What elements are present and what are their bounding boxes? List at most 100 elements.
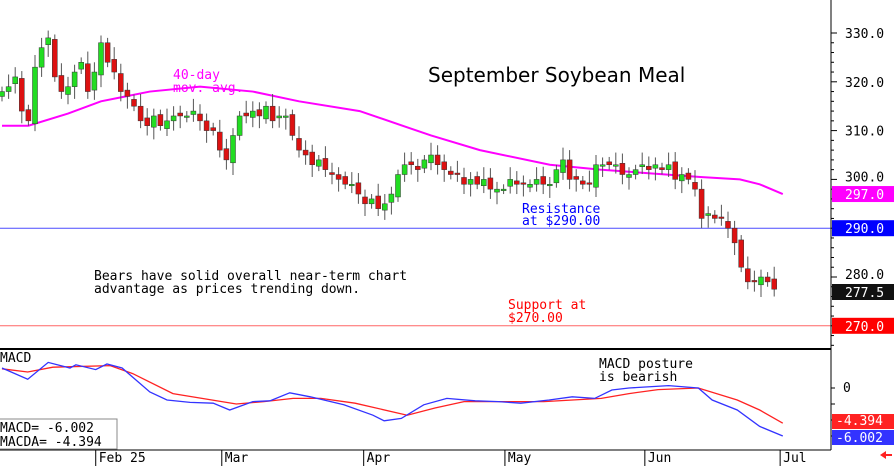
candle-body	[256, 109, 263, 117]
candle-body	[467, 179, 474, 185]
x-tick-label: Mar	[225, 451, 249, 466]
candle-body	[217, 131, 223, 151]
resistance-label-line2: at $290.00	[522, 214, 600, 229]
candle-body	[243, 112, 249, 117]
candle-body	[230, 135, 236, 164]
candle-body	[626, 174, 632, 178]
candle-body	[514, 180, 520, 185]
candle-body	[692, 182, 698, 190]
candle-body	[712, 214, 718, 219]
candle-body	[599, 164, 606, 167]
price-tag: 270.0	[845, 320, 884, 335]
candle-body	[619, 163, 626, 175]
candle-body	[45, 37, 51, 45]
candle-body	[461, 177, 467, 185]
candle-body	[441, 161, 447, 170]
candle-body	[65, 86, 71, 95]
macd-note-line1: MACD posture	[599, 357, 693, 372]
candle-body	[250, 110, 256, 118]
candle-body	[137, 105, 144, 122]
candle-body	[355, 182, 362, 195]
candle-body	[296, 138, 302, 151]
candle-body	[144, 117, 150, 126]
macda-readout: MACDA= -4.394	[0, 435, 102, 450]
commentary-line1: Bears have solid overall near-term chart	[94, 269, 407, 284]
ma-label-line2: mov. avg.	[173, 81, 243, 96]
candle-body	[395, 174, 401, 198]
candle-body	[520, 182, 527, 185]
ma-label-line1: 40-day	[173, 68, 220, 83]
candle-body	[507, 179, 513, 187]
candle-body	[52, 39, 58, 78]
candle-body	[362, 196, 368, 205]
candle-body	[560, 159, 566, 173]
y-tick-label: 310.0	[845, 125, 884, 140]
candle-body	[85, 63, 91, 92]
candle-body	[335, 174, 342, 180]
candle-body	[210, 127, 216, 131]
candle-body	[283, 115, 289, 118]
chart-title: September Soybean Meal	[428, 63, 685, 87]
candle-body	[375, 195, 381, 209]
price-tag-bg	[832, 317, 894, 334]
macd-readout-box	[0, 418, 118, 450]
candle-body	[632, 169, 639, 175]
macda-tag: -4.394	[836, 414, 883, 429]
candle-body	[38, 47, 45, 68]
candle-body	[349, 184, 355, 187]
candle-body	[316, 159, 322, 167]
candle-body	[236, 115, 243, 136]
support-label-line1: Support at	[508, 298, 586, 313]
macd-zero-label: 0	[843, 381, 851, 396]
scroll-left-arrow-icon[interactable]	[880, 451, 892, 459]
candle-body	[177, 112, 183, 117]
y-tick-label: 330.0	[845, 27, 884, 42]
candle-body	[566, 159, 573, 180]
candle-body	[98, 42, 104, 76]
macda-tag-bg	[832, 414, 894, 429]
candle-body	[329, 172, 335, 175]
y-tick-label: 300.0	[845, 170, 884, 185]
price-tag: 297.0	[845, 188, 884, 203]
candle-body	[78, 62, 84, 70]
resistance-label-line1: Resistance	[522, 202, 600, 217]
candle-body	[679, 174, 685, 182]
candle-body	[170, 115, 177, 122]
x-tick-label: Feb 25	[99, 451, 146, 466]
candle-body	[533, 179, 540, 185]
price-tag-bg	[832, 284, 894, 300]
candle-body	[421, 159, 428, 169]
candle-body	[639, 164, 645, 167]
price-tag: 277.5	[845, 286, 884, 301]
candle-body	[32, 66, 38, 125]
candle-body	[593, 164, 599, 188]
candle-body	[646, 165, 652, 170]
candle-body	[382, 203, 388, 211]
candle-body	[474, 176, 480, 185]
x-tick-label: Jun	[648, 451, 671, 466]
candle-body	[309, 151, 315, 166]
candle-body	[5, 86, 12, 92]
macd-title: MACD	[0, 351, 31, 366]
candle-body	[12, 76, 18, 85]
candle-body	[665, 164, 672, 170]
candle-body	[751, 280, 758, 283]
candle-body	[131, 99, 137, 107]
candle-body	[481, 179, 487, 186]
candle-body	[25, 109, 32, 122]
candle-body	[302, 149, 309, 156]
candle-body	[91, 71, 98, 91]
candle-body	[19, 78, 25, 112]
moving-average-line	[2, 85, 784, 195]
candle-body	[738, 239, 744, 268]
candle-body	[184, 115, 190, 118]
candle-body	[573, 176, 579, 180]
candle-body	[415, 165, 421, 170]
candle-body	[408, 161, 414, 166]
candle-body	[758, 276, 764, 286]
candle-body	[342, 176, 348, 185]
commentary-line2: advantage as prices trending down.	[94, 282, 360, 297]
candle-body	[547, 184, 553, 187]
candle-body	[540, 176, 546, 185]
